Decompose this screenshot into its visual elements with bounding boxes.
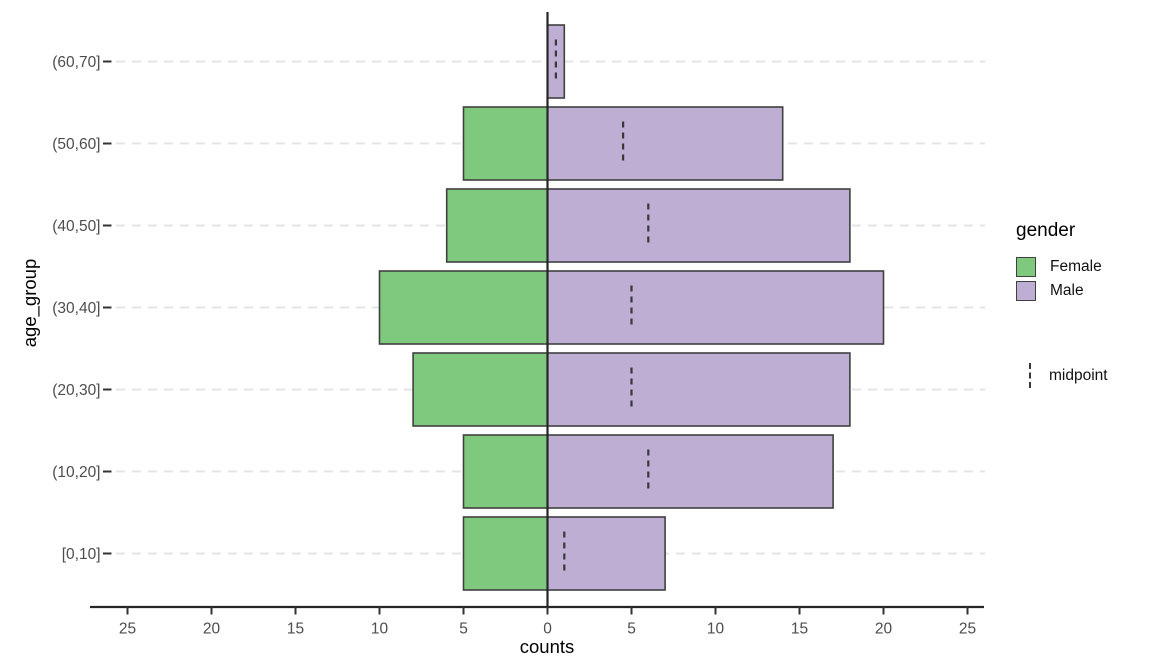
legend-title: gender [1016,220,1076,241]
bar-male-[0,10] [546,516,666,591]
bar-female-(30,40] [378,270,549,345]
legend-label-male: Male [1050,282,1084,299]
x-tick-label: 20 [203,621,221,638]
x-tick-label: 10 [707,621,725,638]
x-tick-label: 20 [875,621,893,638]
legend-item-female: Female [1016,255,1108,279]
female-swatch-icon [1016,257,1036,277]
male-swatch-icon [1016,281,1036,301]
x-tick-label: 0 [543,621,552,638]
x-tick-label: 25 [119,621,136,638]
bar-male-(50,60] [546,106,784,181]
bar-female-[0,10] [462,516,549,591]
legend-item-male: Male [1016,279,1108,303]
x-tick-label: 5 [627,621,636,638]
dashed-line-icon [1029,363,1031,388]
x-tick-label: 25 [959,621,976,638]
y-axis-label: (30,40] [52,300,100,317]
y-axis-label: (40,50] [52,218,100,235]
bar-female-(10,20] [462,434,549,509]
y-axis-label: (50,60] [52,136,100,153]
legend: gender Female Male midpoint [1016,220,1108,388]
legend-label-midpoint: midpoint [1049,366,1108,384]
legend-item-midpoint: midpoint [1029,363,1108,388]
y-axis-label: [0,10] [62,546,101,563]
bar-female-(50,60] [462,106,549,181]
y-axis-title: age_group [19,258,40,348]
bar-male-(20,30] [546,352,851,427]
x-tick-label: 15 [287,621,304,638]
bar-male-(40,50] [546,188,851,263]
y-axis-label: (20,30] [52,382,100,399]
bar-female-(40,50] [445,188,549,263]
x-axis-title: counts [519,636,575,657]
y-axis-label: (60,70] [52,54,100,71]
bar-male-(30,40] [546,270,885,345]
x-tick-label: 5 [459,621,468,638]
legend-label-female: Female [1050,258,1102,275]
x-tick-label: 10 [371,621,389,638]
y-axis-label: (10,20] [52,464,100,481]
bar-male-(10,20] [546,434,834,509]
x-tick-label: 15 [791,621,808,638]
bar-female-(20,30] [412,352,549,427]
